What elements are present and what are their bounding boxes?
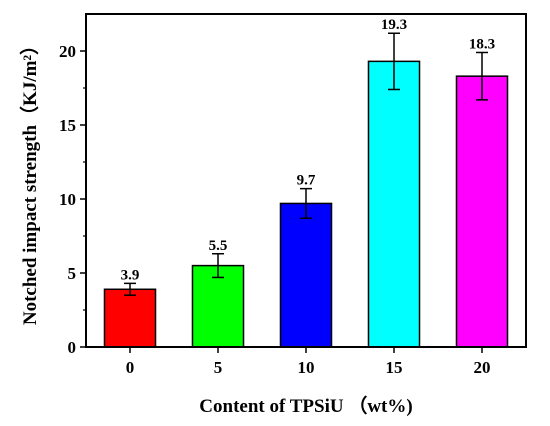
x-tick-label-10: 10 [298, 358, 315, 377]
data-labels-layer: 3.9 5.5 9.7 19.3 18.3 [121, 17, 496, 283]
x-tick-label-15: 15 [386, 358, 403, 377]
bar-20 [455, 75, 509, 348]
y-tick-label-0: 0 [68, 338, 77, 357]
y-tick-label-5: 5 [68, 264, 77, 283]
x-tick-label-0: 0 [126, 358, 135, 377]
error-bar-0 [124, 282, 136, 296]
data-label-5: 5.5 [209, 238, 228, 254]
data-label-15: 19.3 [381, 17, 407, 33]
data-label-20: 18.3 [469, 36, 495, 52]
bar-5 [191, 264, 245, 348]
x-tick-label-20: 20 [474, 358, 491, 377]
bar-10 [279, 202, 333, 348]
error-bar-5 [212, 253, 224, 279]
y-tick-label-10: 10 [59, 190, 76, 209]
y-axis: 0 5 10 15 20 [59, 42, 86, 357]
y-axis-title: Notched impact strength（KJ/m²） [18, 36, 41, 325]
x-axis-title: Content of TPSiU （wt%) [199, 394, 412, 417]
bar-0 [103, 288, 157, 348]
x-tick-label-5: 5 [214, 358, 223, 377]
error-bar-10 [300, 187, 312, 219]
error-bar-15 [388, 32, 400, 91]
data-label-0: 3.9 [121, 267, 140, 283]
y-tick-label-20: 20 [59, 42, 76, 61]
x-axis: 0 5 10 15 20 [126, 347, 491, 377]
error-bar-20 [476, 51, 488, 101]
bar-15 [367, 60, 421, 348]
data-label-10: 9.7 [297, 173, 316, 189]
error-bars-layer [124, 32, 488, 296]
y-tick-label-15: 15 [59, 116, 76, 135]
